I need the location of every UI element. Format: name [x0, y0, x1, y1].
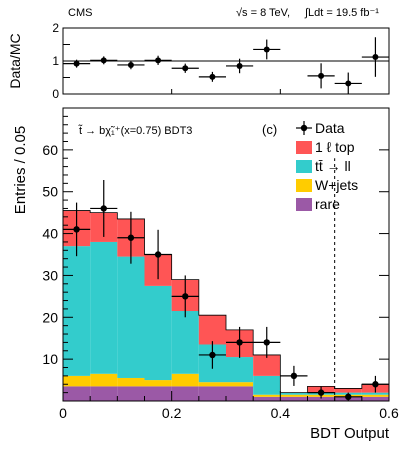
data-point: [100, 205, 107, 212]
bar-segment: [253, 394, 281, 397]
main-x-tick-label: 0.6: [379, 405, 399, 421]
data-point: [209, 351, 216, 359]
bar-segment: [171, 373, 199, 387]
bar-segment: [361, 394, 389, 397]
ratio-point: [209, 73, 216, 80]
main-y-tick-label: 60: [42, 142, 58, 158]
main-x-ticks: 0 0.2 0.4 0.6: [59, 89, 399, 421]
ratio-point: [318, 72, 325, 79]
bar-segment: [253, 396, 281, 401]
legend-label: rare: [315, 196, 340, 212]
ratio-point: [100, 57, 107, 64]
main-y-label: Entries / 0.05: [12, 126, 29, 214]
bar-segment: [117, 256, 145, 378]
legend-swatch: [296, 179, 312, 192]
main-x-label: BDT Output: [310, 425, 390, 442]
bar-segment: [334, 388, 362, 393]
experiment-label: CMS: [68, 7, 92, 19]
bar-segment: [361, 396, 389, 401]
data-point: [290, 372, 298, 380]
bar-segment: [90, 373, 118, 387]
data-point: [73, 226, 80, 233]
ratio-points: [63, 37, 389, 94]
main-y-tick-label: 50: [42, 184, 58, 200]
ratio-y-tick-label: 1: [52, 54, 59, 68]
bar-segment: [144, 285, 172, 381]
bar-segment: [63, 246, 91, 376]
bar-segment: [144, 380, 172, 387]
legend-swatch: [296, 198, 312, 211]
data-point: [182, 293, 189, 300]
bar-segment: [117, 386, 145, 401]
legend-label: tt̄ → ll: [315, 158, 351, 174]
ratio-panel: 0 1 2 Data/MC: [7, 21, 390, 101]
bar-segment: [253, 354, 281, 376]
data-point: [236, 339, 243, 346]
panel-label: (c): [262, 122, 277, 137]
bar-segment: [198, 382, 226, 387]
stacked-bars: [62, 210, 389, 401]
legend-swatch: [296, 141, 312, 154]
bar-segment: [226, 386, 254, 401]
bar-segment: [171, 386, 199, 401]
bar-segment: [63, 375, 91, 387]
bar-segment: [280, 392, 308, 395]
data-point: [154, 251, 162, 258]
bar-segment: [307, 396, 335, 401]
legend-label: 1 ℓ top: [315, 139, 355, 155]
main-x-tick-label: 0: [59, 405, 67, 421]
main-y-tick-label: 30: [42, 267, 58, 283]
bar-segment: [280, 396, 308, 401]
bar-segment: [253, 375, 281, 395]
legend-data-label: Data: [315, 120, 345, 136]
ratio-point: [236, 62, 243, 69]
ratio-point: [263, 46, 270, 53]
data-point: [345, 393, 352, 401]
ratio-point: [345, 80, 352, 87]
ratio-point: [182, 65, 189, 72]
main-x-tick-label: 0.4: [271, 405, 291, 421]
data-point: [127, 234, 135, 241]
main-y-tick-label: 40: [42, 226, 58, 242]
data-points: [63, 179, 389, 401]
bar-segment: [63, 386, 91, 401]
lumi-label: ∫Ldt = 19.5 fb⁻¹: [304, 7, 379, 19]
bar-segment: [90, 241, 118, 374]
legend: Data 1 ℓ top tt̄ → ll W+jets rare: [296, 120, 358, 212]
bar-segment: [171, 311, 199, 374]
legend-swatch: [296, 160, 312, 173]
bar-segment: [90, 386, 118, 401]
ratio-y-label: Data/MC: [7, 33, 23, 88]
process-annotation: t̃ → bχ̃₁⁺(x=0.75) BDT3: [78, 124, 193, 137]
bar-segment: [198, 386, 226, 401]
main-y-ticks: 10 20 30 40 50 60: [42, 115, 389, 394]
main-x-tick-label: 0.2: [162, 405, 182, 421]
data-point: [317, 389, 325, 396]
main-y-tick-label: 20: [42, 309, 58, 325]
data-point: [372, 381, 379, 388]
ratio-y-ticks: 0 1 2: [52, 21, 389, 101]
main-panel: 10 20 30 40 50 60 0 0.2 0.4 0.6 Entries / 0.05 B…: [12, 89, 399, 442]
energy-label: √s = 8 TeV,: [236, 7, 290, 19]
bar-segment: [198, 315, 226, 345]
bar-segment: [226, 382, 254, 387]
bar-segment: [361, 392, 389, 395]
bar-segment: [117, 377, 145, 387]
ratio-point: [155, 57, 162, 64]
data-point: [263, 339, 270, 346]
legend-label: W+jets: [315, 177, 358, 193]
legend-data-marker: [300, 124, 308, 132]
ratio-point: [372, 54, 379, 61]
bar-segment: [280, 394, 308, 397]
bar-segment: [226, 357, 254, 383]
ratio-point: [127, 61, 134, 68]
bar-segment: [144, 386, 172, 401]
ratio-point: [73, 60, 80, 67]
main-y-tick-label: 10: [42, 351, 58, 367]
ratio-y-tick-label: 0: [52, 87, 59, 101]
ratio-y-tick-label: 2: [52, 21, 59, 35]
